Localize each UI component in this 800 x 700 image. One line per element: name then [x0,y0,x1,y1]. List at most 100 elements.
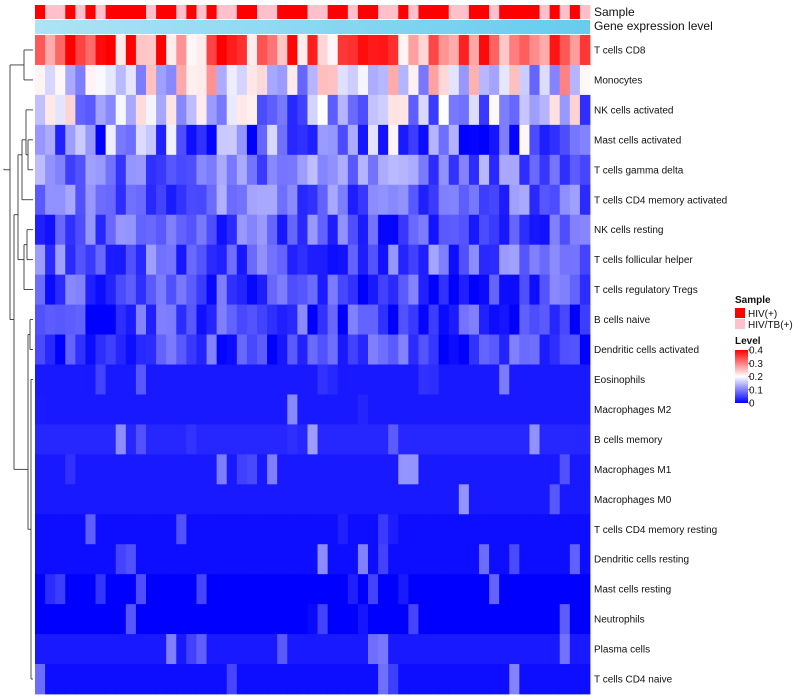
heatmap-cell [398,544,409,575]
heatmap-cell [448,514,460,545]
heatmap-cell [135,574,147,605]
heatmap-cell [95,334,107,365]
heatmap-cell [499,514,510,545]
heatmap-cell [569,454,581,485]
heatmap-cell [468,364,480,395]
heatmap-cell [368,634,379,665]
heatmap-cell [327,154,339,186]
heatmap-cell [146,94,157,126]
heatmap-cell [186,334,197,365]
heatmap-cell [509,394,520,425]
heatmap-cell [438,394,450,425]
heatmap-cell [499,544,510,575]
heatmap-cell [479,274,490,305]
heatmap-cell [105,664,117,695]
heatmap-cell [559,94,571,126]
heatmap-cell [85,364,96,395]
heatmap-cell [216,364,228,395]
heatmap-cell [216,94,228,126]
heatmap-cell [479,664,490,695]
heatmap-cell [468,424,480,455]
heatmap-cell [135,364,147,395]
sample-annotation-cell [347,5,359,19]
heatmap-cell [95,214,107,246]
heatmap-cell [85,484,96,515]
heatmap-cell [196,274,207,305]
heatmap-cell [418,184,429,216]
heatmap-cell [438,364,450,395]
heatmap-cell [287,154,298,186]
heatmap-cell [579,394,591,425]
heatmap-cell [559,634,571,665]
heatmap-cell [489,484,500,515]
heatmap-cell [509,184,520,216]
heatmap-cell [337,334,349,365]
gene-expression-annotation-strip [35,20,590,34]
sample-annotation-cell [368,5,379,19]
heatmap-cell [75,454,86,485]
heatmap-cell [95,35,107,66]
heatmap-cell [549,304,561,335]
heatmap-cell [559,364,571,395]
heatmap-cell [105,274,117,305]
heatmap-cell [509,634,520,665]
heatmap-cell [408,274,419,305]
heatmap-cell [378,484,389,515]
heatmap-cell [509,94,520,126]
heatmap-cell [287,514,298,545]
heatmap-cell [105,484,117,515]
heatmap-cell [156,64,167,96]
heatmap-cell [468,94,480,126]
sample-annotation-cell [468,5,480,19]
heatmap-cell [398,424,409,455]
heatmap-cell [317,334,329,365]
heatmap-cell [438,94,450,126]
heatmap-cell [186,94,197,126]
heatmap-cell [529,514,540,545]
heatmap-cell [347,274,359,305]
heatmap-cell [519,544,530,575]
heatmap-cell [216,304,228,335]
heatmap-cell [297,64,308,96]
heatmap-cell [357,604,369,635]
heatmap-cell [115,94,127,126]
heatmap-cell [95,484,107,515]
heatmap-cell [297,664,308,695]
heatmap-cell [35,334,46,365]
heatmap-cell [468,304,480,335]
heatmap-cell [35,664,46,695]
heatmap-cell [549,214,561,246]
heatmap-cell [85,274,96,305]
heatmap-cell [206,484,218,515]
heatmap-cell [287,64,298,96]
heatmap-cell [549,184,561,216]
heatmap-cell [95,244,107,276]
heatmap-cell [226,484,238,515]
heatmap-cell [206,424,218,455]
heatmap-cell [176,484,187,515]
heatmap-cell [398,454,409,485]
heatmap-cell [337,364,349,395]
heatmap-cell [579,544,591,575]
heatmap-cell [519,604,530,635]
heatmap-cell [347,544,359,575]
sample-annotation-cell [327,5,339,19]
heatmap-cell [569,274,581,305]
heatmap-cell [519,274,530,305]
heatmap-cell [166,604,177,635]
heatmap-cell [327,574,339,605]
heatmap-cell [206,634,218,665]
heatmap-cell [347,334,359,365]
heatmap-cell [569,514,581,545]
heatmap-cell [408,35,419,66]
heatmap-cell [65,64,76,96]
heatmap-cell [55,64,66,96]
heatmap-cell [468,154,480,186]
heatmap-cell [135,634,147,665]
heatmap-cell [357,544,369,575]
heatmap-cell [226,604,238,635]
heatmap-cell [529,244,540,276]
heatmap-cell [277,64,288,96]
heatmap-cell [166,64,177,96]
